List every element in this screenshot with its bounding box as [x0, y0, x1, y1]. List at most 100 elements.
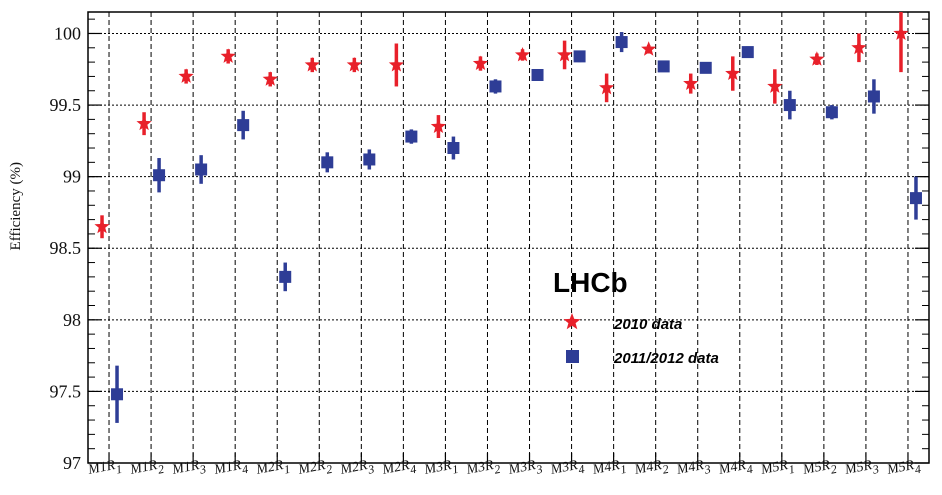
y-tick-label: 99.5	[50, 95, 82, 115]
data-point-square	[237, 119, 250, 132]
data-point-star	[430, 118, 447, 134]
data-point-star	[683, 75, 699, 91]
data-point-star	[304, 56, 320, 72]
plot-frame	[87, 11, 930, 464]
data-point-square	[573, 50, 586, 63]
x-tick-label-text: M2R4	[380, 457, 417, 482]
x-tick-label-main: M2R	[254, 458, 285, 478]
y-tick-label: 97	[63, 453, 81, 473]
x-tick-label-text: M5R4	[885, 457, 922, 482]
x-tick-label-sub: 2	[493, 462, 502, 477]
y-tick-label: 97.5	[50, 381, 82, 401]
x-tick-label-text: M1R4	[212, 457, 249, 482]
series-2011-2012	[111, 32, 922, 423]
data-point-square	[279, 270, 292, 283]
x-tick-label-main: M1R	[86, 458, 117, 478]
data-point-star	[136, 115, 152, 131]
data-point-star	[346, 56, 362, 72]
x-tick-label-m5r4: M5R4	[885, 457, 922, 482]
x-tick-label-main: M3R	[548, 458, 579, 478]
x-tick-label-sub: 3	[534, 462, 544, 477]
x-tick-label-sub: 1	[619, 462, 628, 477]
x-tick-label-main: M4R	[633, 458, 664, 478]
data-point-star	[767, 78, 783, 93]
x-tick-label-m2r2: M2R2	[296, 458, 334, 478]
series-2010	[94, 12, 909, 239]
x-tick-label-text: M1R1	[86, 457, 123, 482]
x-tick-label-sub: 4	[577, 462, 586, 477]
data-point-square	[363, 153, 376, 166]
x-tick-label-main: M2R	[338, 458, 369, 478]
x-tick-label-sub: 4	[914, 462, 923, 477]
data-point-star	[220, 48, 236, 63]
x-tick-label-main: M3R	[506, 458, 537, 478]
legend-square	[566, 350, 579, 363]
data-point-star	[809, 51, 825, 66]
x-tick-label-m5r3: M5R3	[843, 457, 880, 482]
data-series	[94, 12, 922, 423]
x-tick-label-main: M3R	[464, 458, 495, 478]
x-tick-label-m4r2: M4R2	[633, 457, 670, 482]
x-tick-label-m1r2: M1R2	[128, 458, 166, 478]
x-tick-label-text: M2R1	[254, 457, 291, 482]
legend-label-2010: 2010 data	[613, 316, 682, 333]
x-tick-label-text: M5R3	[843, 457, 880, 482]
data-point-star	[94, 218, 110, 234]
data-point-square	[153, 169, 166, 182]
legend-label-2011-2012: 2011/2012 data	[613, 350, 719, 367]
data-point-square	[531, 68, 544, 81]
y-tick-label: 100	[54, 23, 81, 43]
x-tick-label-m1r1: M1R1	[86, 457, 123, 482]
data-point-star	[388, 56, 404, 72]
data-point-square	[321, 156, 334, 169]
x-tick-label-m1r3: M1R3	[170, 457, 207, 482]
x-tick-label-sub: 2	[157, 462, 166, 477]
x-tick-label-sub: 2	[661, 462, 670, 477]
x-tick-label-sub: 2	[829, 462, 838, 477]
x-tick-label-m2r3: M2R3	[338, 457, 375, 482]
x-tick-label-m2r4: M2R4	[380, 457, 417, 482]
data-point-square	[783, 99, 796, 112]
data-point-square	[615, 36, 628, 49]
x-tick-label-main: M1R	[212, 458, 243, 478]
data-point-square	[195, 163, 208, 176]
x-tick-label-text: M4R3	[675, 457, 712, 482]
x-tick-label-m3r1: M3R1	[422, 457, 459, 482]
x-tick-label-text: M2R3	[338, 457, 375, 482]
x-tick-label-sub: 2	[325, 462, 334, 477]
x-tick-label-text: M3R1	[422, 457, 459, 482]
x-tick-label-sub: 1	[283, 462, 292, 477]
x-tick-label-text: M1R3	[170, 457, 207, 482]
x-tick-label-main: M4R	[591, 458, 622, 478]
data-point-star	[556, 46, 573, 62]
x-tick-label-text: M4R2	[633, 457, 670, 482]
data-point-square	[909, 192, 922, 205]
x-tick-label-main: M4R	[717, 458, 748, 478]
x-tick-label-m3r3: M3R3	[506, 458, 544, 478]
x-tick-label-main: M4R	[675, 458, 706, 478]
x-tick-label-main: M2R	[380, 458, 411, 478]
data-point-square	[447, 142, 460, 155]
x-tick-label-text: M3R2	[464, 457, 501, 482]
x-tick-label-main: M5R	[843, 458, 874, 478]
y-tick-labels: 97 97.5 98 98.5 99 99.5 100	[50, 23, 82, 473]
y-tick-label: 98	[63, 310, 81, 330]
x-tick-label-sub: 1	[787, 462, 796, 477]
data-point-square	[867, 90, 880, 103]
x-tick-label-m3r4: M3R4	[548, 457, 585, 482]
data-point-star	[514, 46, 531, 62]
data-point-star	[262, 71, 278, 86]
data-point-star	[178, 68, 194, 83]
data-point-square	[405, 130, 418, 143]
x-tick-label-text: M5R1	[759, 457, 796, 482]
legend-entry-2011-2012: 2011/2012 data	[566, 350, 719, 367]
legend-entry-2010: 2010 data	[563, 313, 682, 333]
experiment-label: LHCb	[553, 267, 628, 298]
x-tick-label-sub: 4	[409, 462, 418, 477]
data-point-star	[641, 41, 657, 56]
x-tick-label-m3r2: M3R2	[464, 457, 501, 482]
x-tick-label-text: M3R4	[548, 457, 585, 482]
data-point-square	[741, 46, 754, 59]
x-tick-label-main: M3R	[422, 458, 453, 478]
legend-star-marker	[563, 313, 581, 330]
